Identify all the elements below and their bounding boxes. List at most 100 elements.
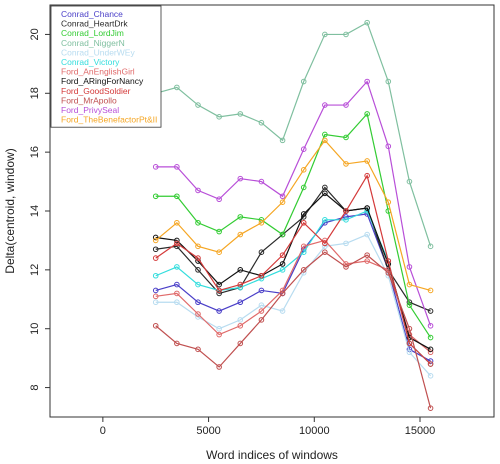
data-point: [300, 211, 307, 217]
series-layer: [152, 19, 434, 411]
legend-entry: Conrad_HeartDrk: [61, 19, 128, 29]
data-point: [343, 264, 349, 270]
data-point: [427, 349, 434, 356]
data-point: [258, 317, 265, 323]
data-point: [216, 290, 222, 297]
data-point: [322, 184, 328, 191]
data-point: [406, 178, 413, 185]
y-tick-label: 12: [29, 264, 41, 276]
data-point: [300, 184, 307, 191]
series-ford-thebenefactorpt-ii: [152, 137, 434, 294]
data-point: [300, 267, 307, 273]
data-point: [364, 78, 370, 85]
legend-entry: Ford_PrivySeal: [61, 105, 119, 115]
legend-entry: Conrad_NiggerN: [61, 38, 125, 48]
data-point: [406, 325, 413, 332]
data-point: [427, 334, 434, 341]
data-point: [237, 317, 244, 323]
data-point: [152, 193, 159, 200]
data-point: [364, 158, 370, 164]
data-point: [364, 19, 370, 26]
data-point: [322, 240, 328, 247]
data-point: [216, 281, 222, 288]
series-conrad-heartdrk: [152, 184, 434, 314]
legend: Conrad_ChanceConrad_HeartDrkConrad_LordJ…: [50, 5, 162, 128]
data-point: [174, 164, 180, 170]
data-point: [258, 219, 265, 226]
data-point: [322, 131, 328, 138]
data-point: [258, 249, 265, 255]
data-point: [216, 249, 222, 255]
y-axis-label: Delta(centroid, window): [3, 148, 17, 273]
data-point: [322, 102, 328, 108]
data-point: [237, 175, 244, 182]
data-point: [216, 114, 222, 120]
x-tick-label: 0: [100, 425, 106, 437]
data-point: [364, 205, 370, 211]
y-tick-label: 10: [29, 323, 41, 335]
data-point: [174, 340, 180, 347]
data-point: [300, 243, 307, 250]
data-point: [343, 134, 349, 141]
data-point: [174, 240, 180, 247]
x-tick-label: 15000: [405, 425, 436, 437]
data-point: [258, 119, 265, 126]
data-point: [216, 196, 222, 203]
data-point: [216, 331, 222, 338]
series-line: [155, 80, 432, 326]
data-point: [152, 246, 159, 253]
data-point: [385, 258, 392, 264]
data-point: [152, 287, 159, 294]
data-point: [195, 219, 201, 226]
data-point: [322, 190, 328, 197]
data-point: [427, 308, 434, 314]
series-line: [155, 239, 431, 353]
data-point: [343, 102, 349, 108]
data-point: [343, 31, 349, 38]
legend-box: [50, 5, 162, 128]
data-point: [427, 346, 434, 353]
legend-entry: Ford_ARingForNancy: [61, 76, 144, 86]
data-point: [406, 340, 413, 347]
data-point: [195, 102, 201, 108]
data-point: [322, 249, 328, 255]
y-tick-label: 8: [29, 385, 41, 391]
data-point: [237, 322, 244, 329]
data-point: [322, 217, 328, 223]
series-line: [155, 210, 431, 365]
x-axis-ticks: 0 5000 10000 15000: [100, 417, 436, 437]
series-ford-goodsoldier: [152, 172, 434, 367]
data-point: [237, 111, 244, 117]
data-point: [237, 281, 244, 288]
data-point: [279, 199, 286, 205]
legend-entry: Conrad_Chance: [61, 9, 123, 19]
data-point: [216, 325, 222, 332]
data-point: [279, 261, 286, 267]
data-point: [152, 272, 159, 279]
data-point: [195, 243, 201, 250]
data-point: [427, 373, 434, 379]
legend-entry: Ford_MrApollo: [61, 95, 117, 105]
data-point: [174, 290, 180, 297]
series-line: [155, 213, 431, 362]
data-point: [174, 281, 180, 288]
legend-entry: Conrad_Victory: [61, 57, 120, 67]
data-point: [174, 193, 180, 200]
data-point: [174, 299, 180, 306]
data-point: [152, 322, 159, 329]
data-point: [406, 302, 413, 308]
data-point: [406, 264, 413, 270]
y-tick-label: 14: [29, 205, 41, 217]
series-line: [155, 174, 431, 365]
data-point: [406, 349, 413, 356]
data-point: [279, 193, 286, 200]
data-point: [343, 217, 349, 223]
data-point: [279, 137, 286, 144]
data-point: [152, 164, 159, 170]
data-point: [279, 267, 286, 273]
x-axis-label: Word indices of windows: [206, 448, 338, 462]
legend-entry: Ford_TheBenefactorPt&II: [61, 115, 157, 125]
data-point: [174, 264, 180, 270]
y-axis-ticks: 8 10 12 14 16 18 20: [29, 28, 50, 391]
